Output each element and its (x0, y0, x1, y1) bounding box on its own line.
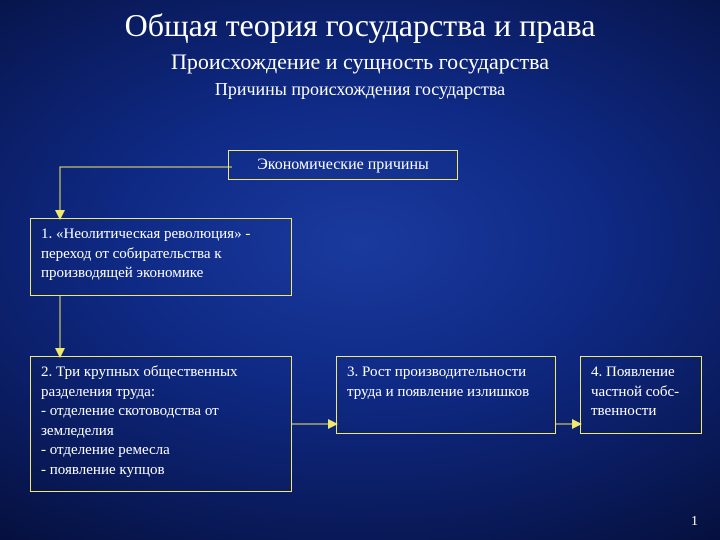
subtitle-2: Причины происхождения государства (0, 79, 720, 100)
box-neolithic: 1. «Неолитическая революция» - переход о… (30, 218, 292, 296)
subtitle-1: Происхождение и сущность государства (0, 49, 720, 75)
box-economic-reasons: Экономические причины (228, 150, 458, 180)
box-productivity: 3. Рост производительности труда и появл… (336, 356, 556, 434)
page-number: 1 (691, 514, 698, 530)
page-title: Общая теория государства и права (0, 0, 720, 43)
box-private-property: 4. Появление частной собс-твенности (580, 356, 702, 434)
box-labor-division: 2. Три крупных общественных разделения т… (30, 356, 292, 492)
